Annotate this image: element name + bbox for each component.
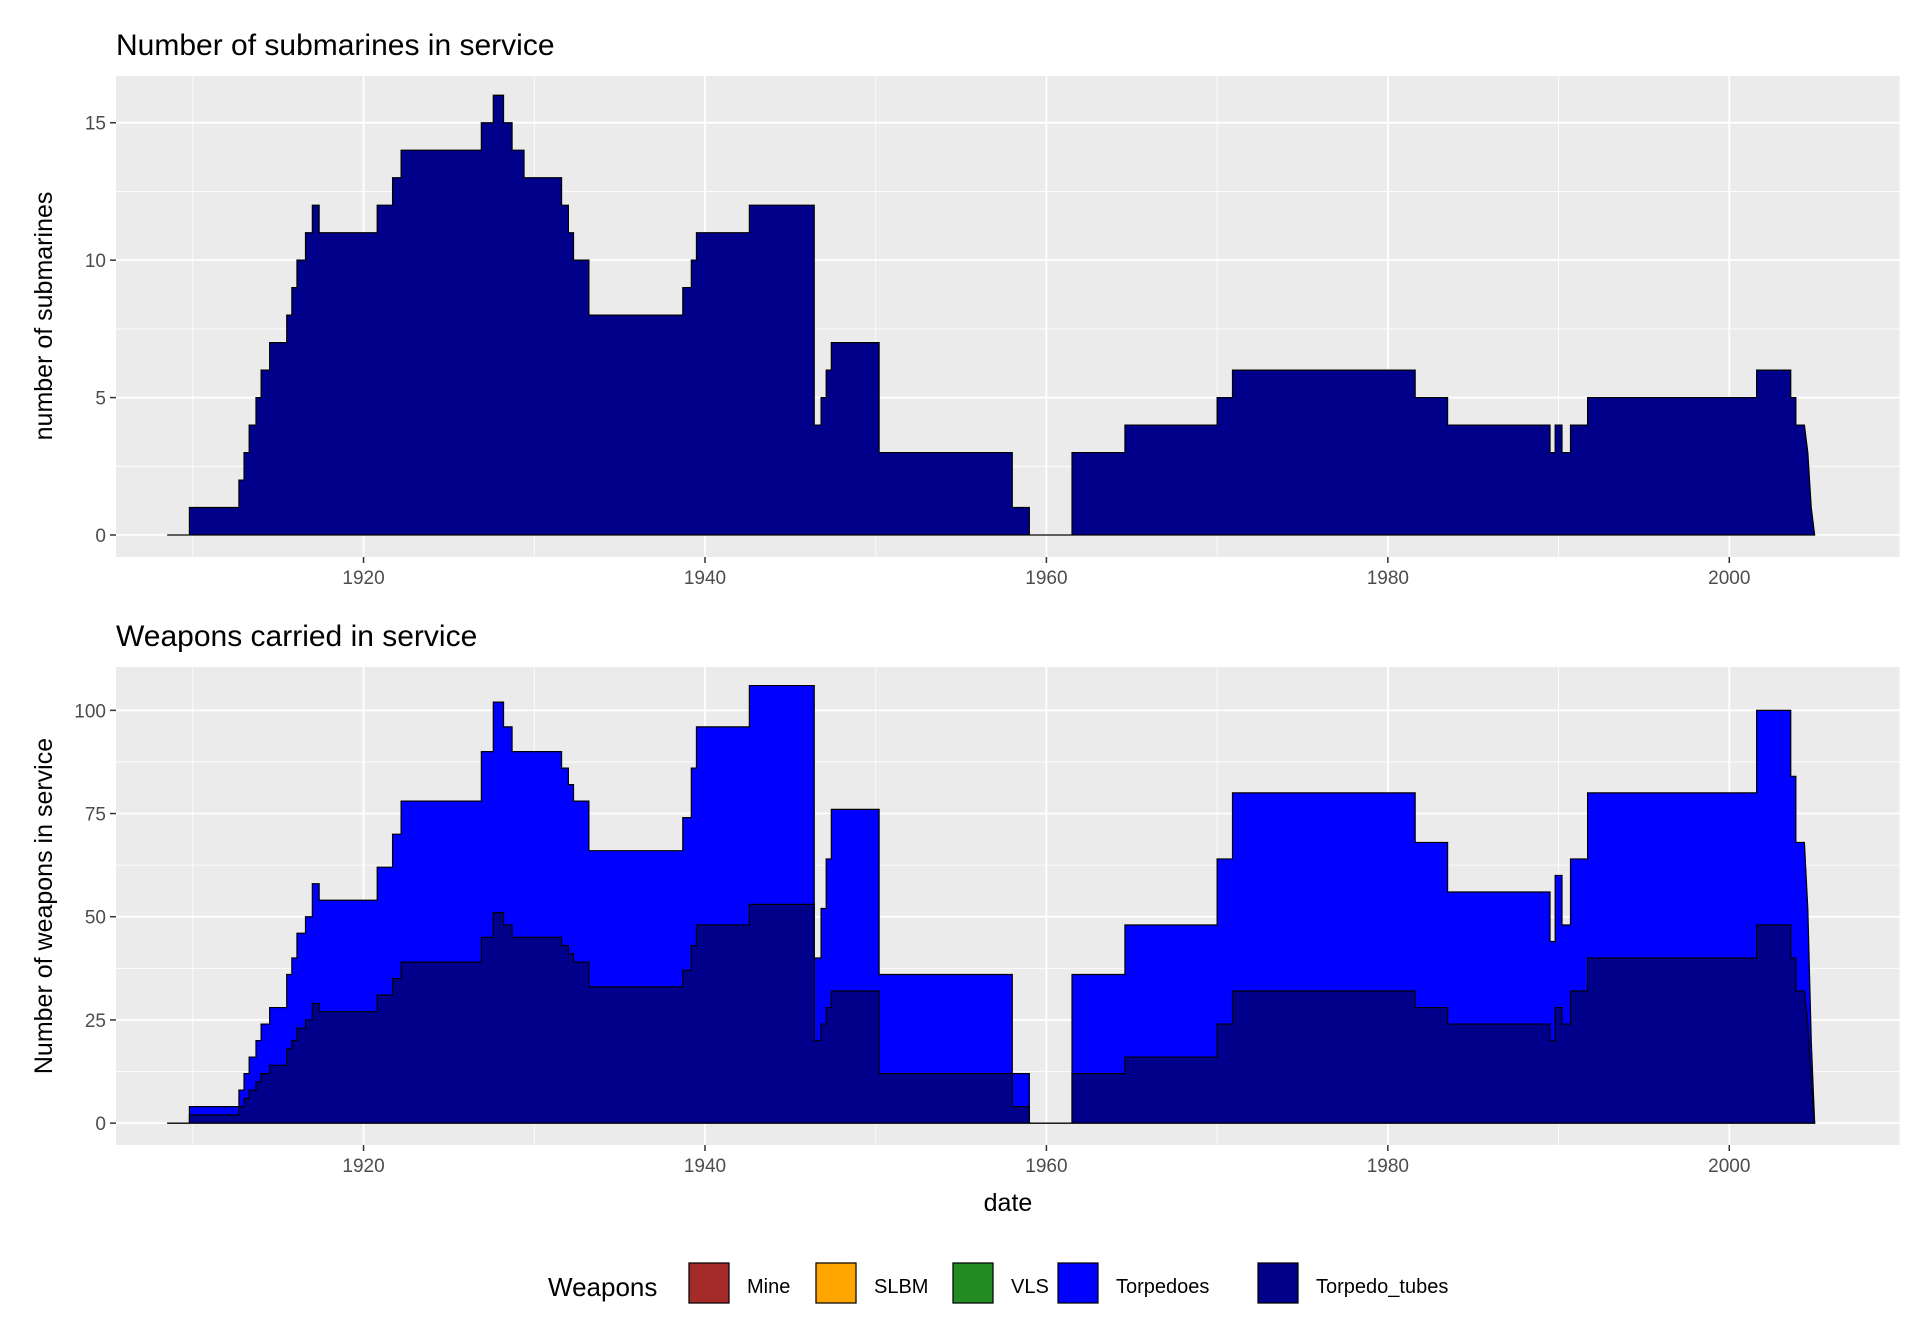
- x-tick-label: 1960: [1025, 1156, 1067, 1177]
- y-axis-ticks: 0 5 10 15: [85, 114, 116, 547]
- legend-key-swatch: [815, 1262, 857, 1304]
- y-tick-label: 0: [95, 1114, 106, 1135]
- legend-item-vls: VLS: [952, 1262, 1049, 1304]
- legend-label: SLBM: [874, 1276, 928, 1298]
- x-axis-title: date: [984, 1189, 1033, 1217]
- y-tick-label: 50: [85, 908, 106, 929]
- x-axis-ticks: 1920 1940 1960 1980 2000: [342, 557, 1750, 589]
- y-tick-label: 0: [95, 526, 106, 547]
- legend-key-swatch: [1057, 1262, 1099, 1304]
- x-tick-label: 1960: [1025, 568, 1067, 589]
- legend-item-slbm: SLBM: [815, 1262, 928, 1304]
- legend-key-swatch: [1257, 1262, 1299, 1304]
- legend-item-mine: Mine: [688, 1262, 790, 1304]
- y-tick-label: 15: [85, 114, 106, 135]
- x-tick-label: 2000: [1708, 1156, 1750, 1177]
- chart-panel-submarines: Number of submarines in service 0 5 10 15 1…: [30, 29, 1901, 589]
- legend-title: Weapons: [548, 1272, 657, 1302]
- legend-label: Mine: [747, 1276, 790, 1298]
- x-tick-label: 1980: [1367, 568, 1409, 589]
- legend-item-torpedoes: Torpedoes: [1057, 1262, 1209, 1304]
- legend-label: Torpedoes: [1116, 1276, 1209, 1298]
- area-submarines: [167, 94, 1816, 536]
- legend: Weapons Mine SLBM VLS Torpedoes Torpedo_tube…: [548, 1262, 1448, 1304]
- y-tick-label: 10: [85, 251, 106, 272]
- data-areas: [167, 684, 1816, 1124]
- x-axis-ticks: 1920 1940 1960 1980 2000: [342, 1145, 1750, 1177]
- legend-items: Mine SLBM VLS Torpedoes Torpedo_tubes: [688, 1262, 1448, 1304]
- y-tick-label: 5: [95, 389, 106, 410]
- x-tick-label: 1940: [684, 568, 726, 589]
- data-areas: [167, 94, 1816, 536]
- y-tick-label: 100: [74, 701, 106, 722]
- chart-title: Number of submarines in service: [116, 29, 555, 62]
- legend-key-swatch: [952, 1262, 994, 1304]
- legend-item-torpedo-tubes: Torpedo_tubes: [1257, 1262, 1448, 1304]
- x-tick-label: 1940: [684, 1156, 726, 1177]
- x-tick-label: 1980: [1367, 1156, 1409, 1177]
- y-axis-ticks: 0 25 50 75 100: [74, 701, 116, 1135]
- legend-label: VLS: [1011, 1276, 1049, 1298]
- chart-title: Weapons carried in service: [116, 620, 477, 653]
- legend-label: Torpedo_tubes: [1316, 1276, 1448, 1298]
- y-axis-title: Number of weapons in service: [30, 738, 58, 1074]
- y-tick-label: 25: [85, 1011, 106, 1032]
- chart-panel-weapons: Weapons carried in service 0 25 50 75 100 19…: [30, 620, 1901, 1217]
- area-torpedo-tubes: [167, 903, 1816, 1124]
- x-tick-label: 1920: [342, 1156, 384, 1177]
- x-tick-label: 2000: [1708, 568, 1750, 589]
- y-axis-title: number of submarines: [30, 192, 58, 441]
- legend-key-swatch: [688, 1262, 730, 1304]
- x-tick-label: 1920: [342, 568, 384, 589]
- y-tick-label: 75: [85, 805, 106, 826]
